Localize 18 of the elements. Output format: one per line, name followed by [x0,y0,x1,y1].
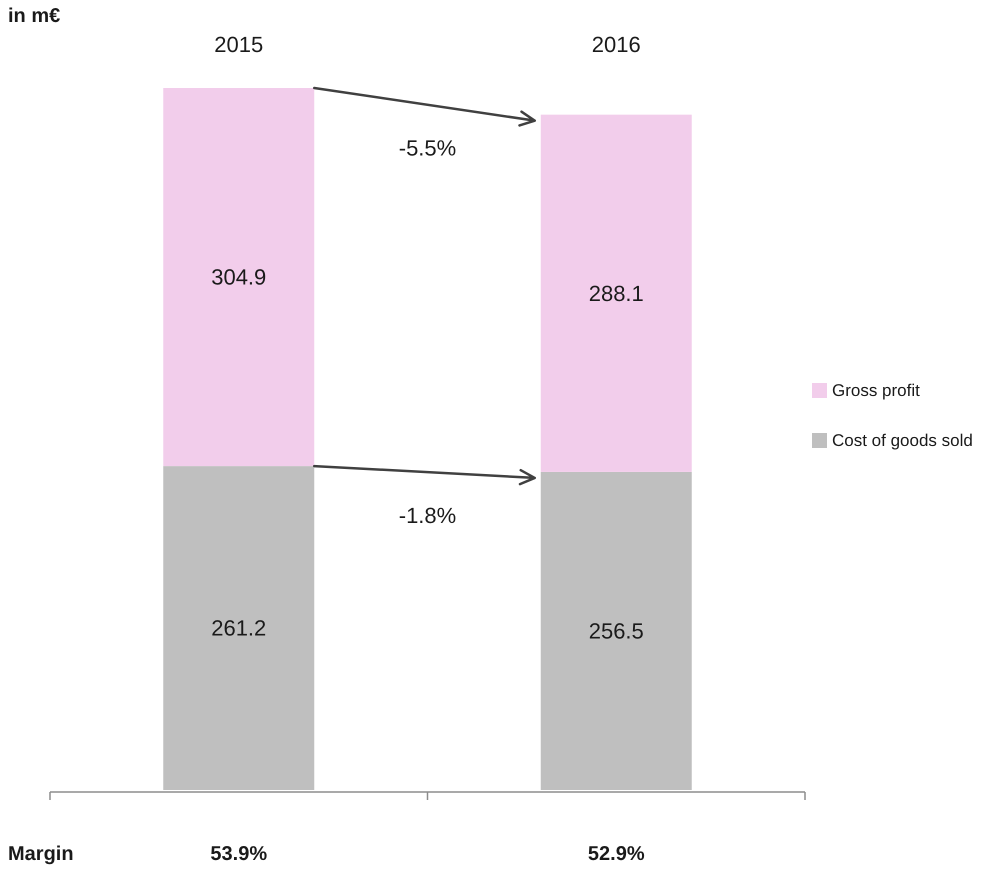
data-label: 256.5 [588,618,644,644]
legend-label: Gross profit [832,380,920,400]
text: in m€ [8,5,60,27]
data-label: 261.2 [211,616,266,641]
text: 53.9% [210,843,268,865]
data-label: 304.9 [211,264,266,290]
annotation: -5.5% [398,135,456,160]
bar [540,114,692,472]
bar [163,88,314,466]
x-tick-label: 2016 [592,32,641,57]
text: 52.9% [588,843,645,865]
annotation: -1.8% [398,503,456,528]
bar [540,472,692,790]
text: Margin [8,843,74,865]
data-label: 288.1 [588,280,644,306]
legend-label: Cost of goods sold [832,430,973,450]
bar [163,466,314,790]
x-tick-label: 2015 [214,32,264,57]
